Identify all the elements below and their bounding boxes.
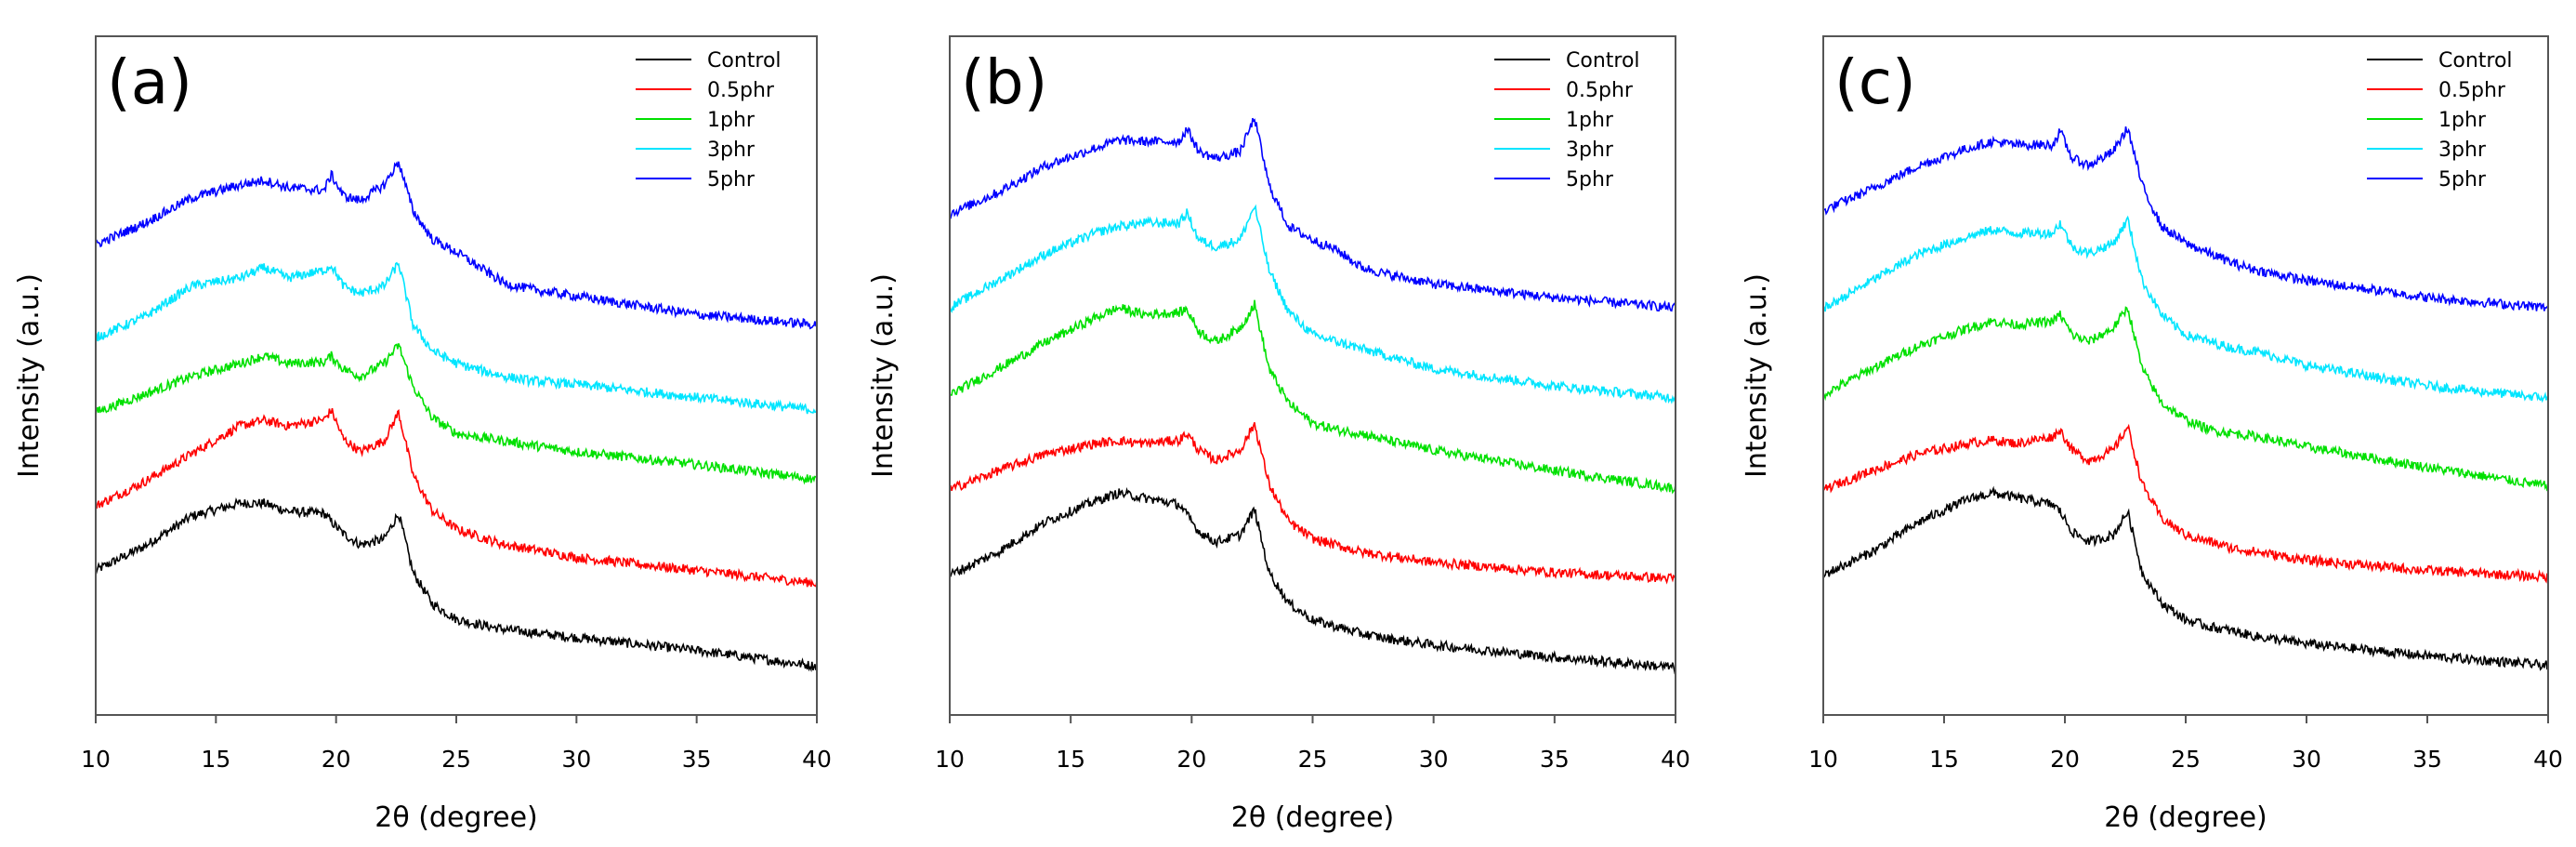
series-line-5phr xyxy=(1822,126,2549,311)
x-tick-label: 35 xyxy=(2412,746,2442,773)
x-tick-label: 15 xyxy=(1929,746,1959,773)
series-line-0-5phr xyxy=(949,422,1676,585)
legend-item: Control xyxy=(1494,49,1640,73)
legend-item: 0.5phr xyxy=(636,79,775,102)
legend-label: 3phr xyxy=(2438,139,2487,162)
series-line-5phr xyxy=(949,117,1676,312)
legend-label: 0.5phr xyxy=(2438,79,2506,102)
legend-label: Control xyxy=(1566,49,1640,73)
series-line-control xyxy=(95,497,818,673)
series-line-1phr xyxy=(949,299,1676,495)
series-line-5phr xyxy=(95,161,818,330)
legend-label: 1phr xyxy=(1566,109,1614,132)
x-tick-label: 25 xyxy=(1298,746,1328,773)
legend-label: 5phr xyxy=(707,168,756,192)
legend: Control 0.5phr 1phr 3phr 5phr xyxy=(636,49,782,192)
x-axis-label: 2θ (degree) xyxy=(1231,801,1395,834)
x-axis-label: 2θ (degree) xyxy=(375,801,538,834)
legend-label: 1phr xyxy=(707,109,756,132)
x-tick-label: 30 xyxy=(1419,746,1449,773)
panel-3: 10 15 20 25 30 35 40 2θ (degree) Intensity (a.u.… xyxy=(1741,35,2563,834)
legend-label: 5phr xyxy=(2438,168,2487,192)
legend-item: 1phr xyxy=(636,109,756,132)
legend-item: Control xyxy=(636,49,782,73)
x-axis-label: 2θ (degree) xyxy=(2104,801,2267,834)
legend-item: 5phr xyxy=(636,168,756,192)
series-line-1phr xyxy=(95,343,818,485)
legend-item: 5phr xyxy=(2367,168,2487,192)
legend-label: 3phr xyxy=(707,139,756,162)
legend-label: 5phr xyxy=(1566,168,1614,192)
x-tick-label: 15 xyxy=(201,746,230,773)
series-line-3phr xyxy=(1822,215,2549,404)
x-tick-label: 20 xyxy=(1176,746,1206,773)
x-tick-label: 10 xyxy=(1808,746,1838,773)
legend-item: 3phr xyxy=(636,139,756,162)
legend-label: 0.5phr xyxy=(1566,79,1634,102)
legend-item: 1phr xyxy=(1494,109,1614,132)
x-tick-label: 40 xyxy=(802,746,832,773)
legend-item: 3phr xyxy=(1494,139,1614,162)
series-line-0-5phr xyxy=(1822,423,2549,584)
series-line-1phr xyxy=(1822,306,2548,492)
y-axis-label: Intensity (a.u.) xyxy=(13,273,46,478)
panel-label: (b) xyxy=(961,46,1047,118)
x-tick-label: 10 xyxy=(935,746,965,773)
x-tick-label: 20 xyxy=(2050,746,2080,773)
x-tick-label: 15 xyxy=(1056,746,1085,773)
legend-item: Control xyxy=(2367,49,2513,73)
x-tick-label: 20 xyxy=(322,746,351,773)
legend-label: 0.5phr xyxy=(707,79,775,102)
x-tick-label: 10 xyxy=(81,746,111,773)
panel-label: (a) xyxy=(107,46,192,118)
legend: Control 0.5phr 1phr 3phr 5phr xyxy=(2367,49,2513,192)
x-tick-label: 30 xyxy=(2292,746,2321,773)
x-tick-label: 35 xyxy=(1540,746,1570,773)
legend-item: 0.5phr xyxy=(1494,79,1634,102)
y-axis-label: Intensity (a.u.) xyxy=(867,273,900,478)
legend-item: 5phr xyxy=(1494,168,1614,192)
panel-2: 10 15 20 25 30 35 40 2θ (degree) Intensity (a.u.… xyxy=(867,35,1690,834)
legend-item: 3phr xyxy=(2367,139,2487,162)
panel-1: 10 15 20 25 30 35 40 2θ (degree) Intensity (a.u.… xyxy=(13,35,832,834)
legend-label: Control xyxy=(2438,49,2513,73)
series-line-3phr xyxy=(95,261,818,415)
legend-label: 1phr xyxy=(2438,109,2487,132)
x-tick-label: 35 xyxy=(682,746,712,773)
series-line-control xyxy=(949,486,1676,675)
x-tick-label: 30 xyxy=(561,746,591,773)
series-line-control xyxy=(1822,485,2549,671)
x-tick-label: 40 xyxy=(2533,746,2563,773)
legend-label: Control xyxy=(707,49,782,73)
legend-item: 0.5phr xyxy=(2367,79,2506,102)
legend: Control 0.5phr 1phr 3phr 5phr xyxy=(1494,49,1640,192)
series-line-3phr xyxy=(949,204,1676,404)
x-tick-label: 40 xyxy=(1661,746,1690,773)
legend-label: 3phr xyxy=(1566,139,1614,162)
series-line-0-5phr xyxy=(95,407,818,588)
x-tick-label: 25 xyxy=(441,746,471,773)
x-tick-label: 25 xyxy=(2171,746,2201,773)
panel-label: (c) xyxy=(1834,46,1916,118)
legend-item: 1phr xyxy=(2367,109,2487,132)
y-axis-label: Intensity (a.u.) xyxy=(1741,273,1773,478)
